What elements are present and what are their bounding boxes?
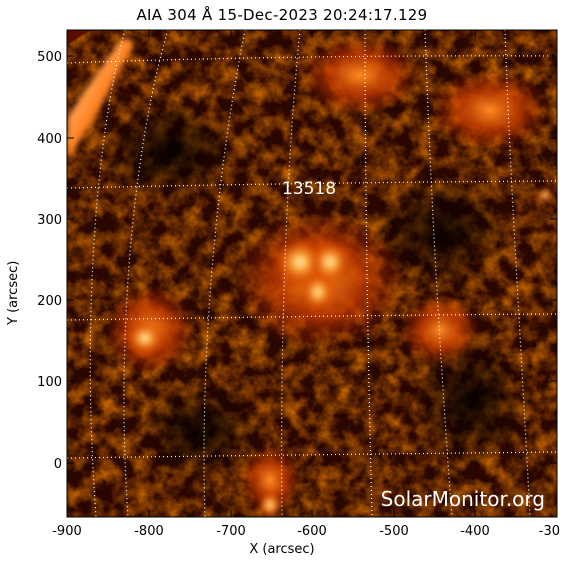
x-tick-marks (66, 30, 558, 517)
watermark: SolarMonitor.org (381, 487, 545, 511)
x-tick-label: -800 (134, 524, 164, 539)
x-tick-label: -700 (216, 524, 246, 539)
active-region-label: 13518 (282, 179, 336, 199)
y-tick-label: 0 (54, 457, 62, 472)
image-title: AIA 304 Å 15-Dec-2023 20:24:17.129 (136, 6, 428, 24)
y-tick-label: 300 (37, 213, 62, 228)
x-tick-label: -900 (52, 524, 82, 539)
x-axis-label: X (arcsec) (249, 542, 315, 557)
y-tick-label: 100 (37, 375, 62, 390)
y-tick-label: 200 (37, 294, 62, 309)
x-tick-label: -30 (539, 524, 560, 539)
x-tick-label: -600 (297, 524, 327, 539)
x-tick-label: -500 (379, 524, 409, 539)
x-tick-label: -400 (460, 524, 490, 539)
heliographic-grid (67, 30, 557, 517)
sun-disk-view (67, 30, 557, 517)
y-tick-label: 400 (37, 132, 62, 147)
y-tick-label: 500 (37, 50, 62, 65)
y-tick-marks (67, 55, 557, 464)
